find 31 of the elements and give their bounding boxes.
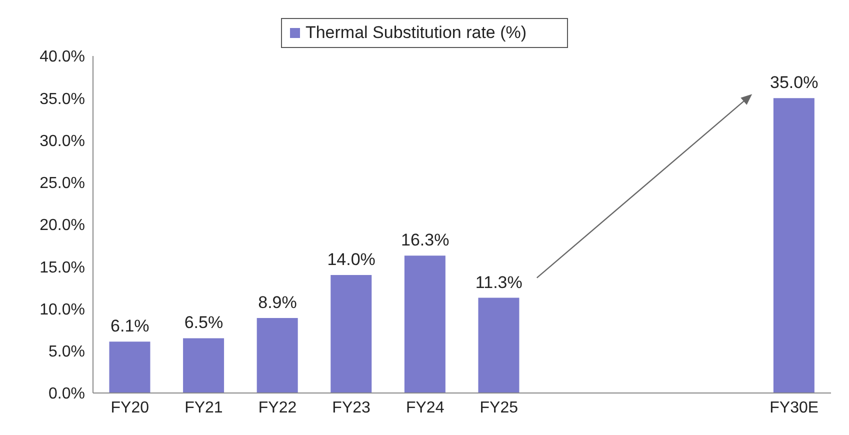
y-tick-label: 30.0% — [40, 132, 85, 150]
y-tick-label: 20.0% — [40, 217, 85, 234]
y-tick-label: 0.0% — [48, 386, 85, 403]
data-label: 16.3% — [401, 230, 450, 250]
y-tick-label: 25.0% — [40, 175, 85, 192]
data-label: 6.5% — [184, 313, 224, 332]
bar — [478, 298, 520, 393]
bar — [256, 318, 298, 393]
data-label: 35.0% — [770, 73, 818, 92]
x-tick-label: FY25 — [480, 399, 518, 416]
data-label: 8.9% — [258, 293, 297, 312]
bar — [773, 98, 814, 393]
y-tick-label: 5.0% — [48, 344, 85, 361]
x-tick-label: FY22 — [258, 399, 297, 416]
bar — [404, 256, 446, 393]
x-tick-label: FY20 — [110, 399, 150, 416]
x-tick-label: FY30E — [770, 399, 819, 416]
x-tick-label: FY23 — [332, 399, 371, 416]
y-tick-label: 10.0% — [40, 301, 85, 318]
legend-label: Thermal Substitution rate (%) — [304, 23, 527, 43]
x-tick-label: FY21 — [184, 399, 223, 416]
data-label: 6.1% — [110, 316, 150, 336]
data-label: 11.3% — [475, 272, 522, 292]
bar — [330, 275, 372, 393]
y-tick-label: 35.0% — [40, 90, 85, 108]
bar — [109, 342, 150, 393]
y-tick-label: 40.0% — [40, 48, 85, 66]
y-tick-label: 15.0% — [40, 259, 85, 276]
x-tick-label: FY24 — [406, 399, 444, 416]
data-label: 14.0% — [327, 250, 376, 270]
bar — [183, 338, 224, 393]
